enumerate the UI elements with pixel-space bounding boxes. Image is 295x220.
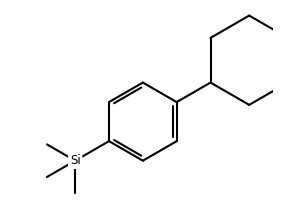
Text: Si: Si <box>70 154 81 167</box>
